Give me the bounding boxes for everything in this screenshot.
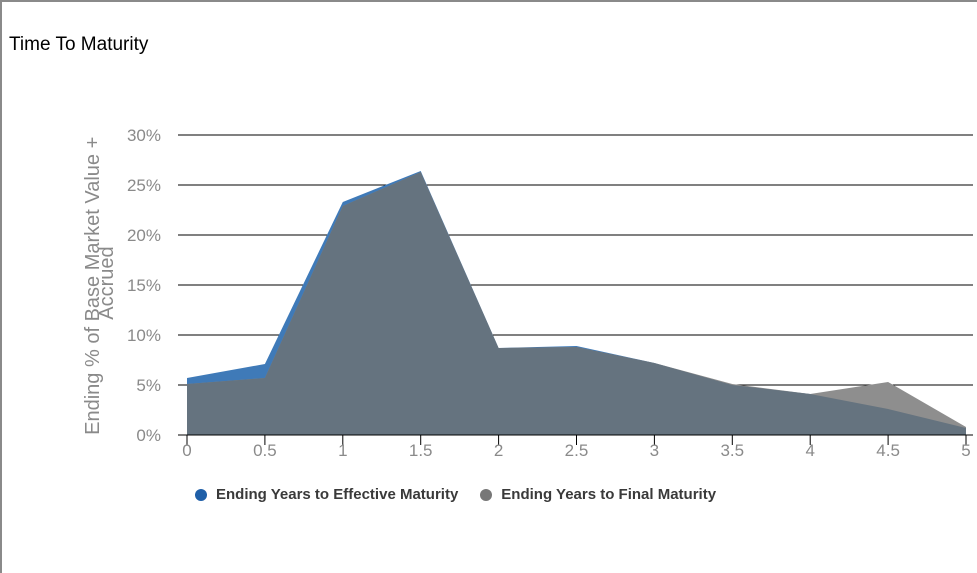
- x-tick-label-2: 2: [494, 441, 503, 460]
- y-tick-label-20: 20%: [127, 226, 161, 245]
- x-tick-label-2.5: 2.5: [565, 441, 589, 460]
- legend-dot-final: [480, 488, 493, 501]
- legend-label-effective: Ending Years to Effective Maturity: [216, 486, 459, 503]
- x-axis: [178, 434, 973, 445]
- y-tick-label-5: 5%: [136, 376, 161, 395]
- y-tick-label-30: 30%: [127, 126, 161, 145]
- y-axis-title-line-2: Accrued: [96, 246, 118, 319]
- legend: Ending Years to Effective Maturity Endin…: [195, 486, 738, 503]
- legend-label-final: Ending Years to Final Maturity: [501, 486, 717, 503]
- x-tick-label-3: 3: [650, 441, 659, 460]
- area-series: [187, 171, 966, 435]
- legend-item-effective-maturity[interactable]: Ending Years to Effective Maturity: [195, 486, 458, 503]
- legend-item-final-maturity[interactable]: Ending Years to Final Maturity: [480, 486, 716, 503]
- x-tick-label-1: 1: [338, 441, 347, 460]
- area-overlap: [187, 172, 966, 435]
- y-axis-title-line-1: Ending % of Base Market Value +: [82, 137, 104, 435]
- x-tick-label-5: 5: [961, 441, 970, 460]
- y-tick-labels: 0% 5% 10% 15% 20% 25% 30%: [127, 126, 161, 445]
- x-tick-label-0: 0: [182, 441, 191, 460]
- chart-title: Time To Maturity: [9, 34, 149, 55]
- legend-dot-effective: [195, 488, 207, 501]
- y-tick-label-0: 0%: [136, 426, 161, 445]
- y-axis-title: Ending % of Base Market Value + Accrued: [82, 131, 118, 435]
- x-tick-labels: 0 0.5 1 1.5 2 2.5 3 3.5 4 4.5 5: [182, 441, 970, 460]
- x-tick-label-0.5: 0.5: [253, 441, 277, 460]
- x-tick-label-3.5: 3.5: [720, 441, 744, 460]
- x-tick-label-4: 4: [805, 441, 814, 460]
- y-tick-label-10: 10%: [127, 326, 161, 345]
- x-tick-label-1.5: 1.5: [409, 441, 433, 460]
- y-tick-label-15: 15%: [127, 276, 161, 295]
- x-tick-label-4.5: 4.5: [876, 441, 900, 460]
- y-tick-label-25: 25%: [127, 176, 161, 195]
